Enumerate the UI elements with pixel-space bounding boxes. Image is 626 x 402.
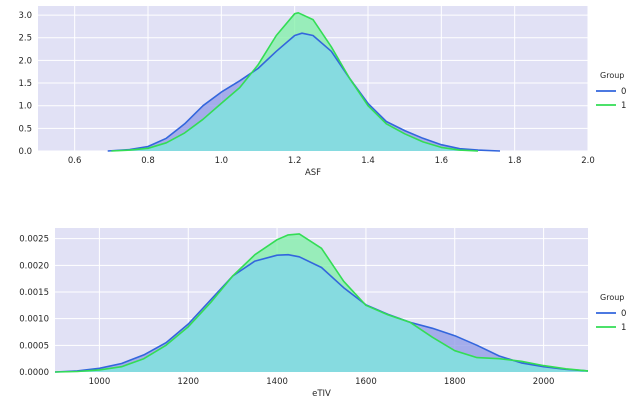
- x-tick-label: 0.6: [68, 156, 82, 166]
- legend: Group 0 1: [596, 71, 626, 111]
- y-tick-label: 0.0: [18, 147, 32, 157]
- legend: Group 0 1: [596, 293, 626, 333]
- density-fills: [107, 12, 500, 151]
- kde-panel-etiv: 1000 1200 1400 1600 1800 2000 0.0000 0.0005 0.00…: [19, 228, 626, 399]
- legend-label-group-0: 0: [621, 309, 626, 319]
- density-line-group-1: [54, 233, 589, 373]
- x-axis-label: eTIV: [312, 389, 331, 399]
- x-tick-label: 1.0: [215, 156, 229, 166]
- legend-label-group-1: 1: [621, 323, 626, 333]
- y-tick-label: 0.5: [18, 124, 32, 134]
- y-tick-label: 3.0: [18, 11, 32, 21]
- x-tick-label: 1000: [89, 377, 111, 387]
- density-overlap: [55, 254, 588, 372]
- x-tick-label: 1200: [177, 377, 199, 387]
- y-tick-label: 1.0: [18, 102, 32, 112]
- x-axis-label: ASF: [305, 168, 321, 178]
- y-tick-label: 0.0025: [19, 235, 49, 245]
- density-fills: [55, 233, 588, 372]
- y-tick-label: 0.0020: [19, 261, 49, 271]
- density-line-group-1: [111, 12, 479, 152]
- x-tick-label: 1800: [444, 377, 466, 387]
- y-tick-label: 0.0010: [19, 315, 49, 325]
- x-tick-label: 2000: [533, 377, 555, 387]
- legend-label-group-0: 0: [621, 87, 626, 97]
- y-tick-label: 0.0005: [19, 341, 49, 351]
- y-tick-label: 2.5: [18, 34, 32, 44]
- x-tick-label: 1.4: [361, 156, 375, 166]
- y-tick-label: 0.0000: [19, 368, 49, 378]
- x-tick-label: 1.8: [508, 156, 522, 166]
- kde-panel-asf: 0.6 0.8 1.0 1.2 1.4 1.6 1.8 2.0 0.0 0.5 1.0 1.5 2.0 2…: [18, 6, 626, 178]
- y-tick-label: 1.5: [18, 79, 32, 89]
- density-overlap: [111, 33, 478, 151]
- y-tick-label: 0.0015: [19, 288, 49, 298]
- density-line-group-0: [107, 32, 501, 152]
- x-tick-label: 1600: [355, 377, 377, 387]
- x-tick-label: 1.2: [288, 156, 302, 166]
- x-tick-label: 0.8: [141, 156, 155, 166]
- x-tick-label: 1400: [266, 377, 288, 387]
- legend-label-group-1: 1: [621, 101, 626, 111]
- x-tick-label: 1.6: [435, 156, 449, 166]
- y-tick-label: 2.0: [18, 56, 32, 66]
- legend-title: Group: [600, 71, 624, 80]
- legend-title: Group: [600, 293, 624, 302]
- x-tick-label: 2.0: [581, 156, 595, 166]
- density-line-group-0: [54, 253, 589, 373]
